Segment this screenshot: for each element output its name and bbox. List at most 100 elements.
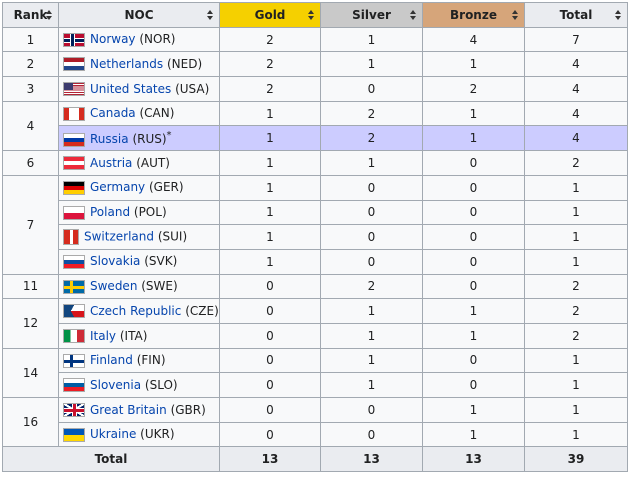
noc-cell: Russia (RUS)* (58, 125, 220, 152)
bronze-cell: 0 (422, 224, 525, 250)
bronze-cell: 1 (422, 421, 525, 448)
country-link[interactable]: Netherlands (90, 56, 164, 71)
sort-icon[interactable] (410, 9, 416, 20)
country-link[interactable]: Austria (90, 155, 133, 170)
table-row: 6 Austria (AUT) 1 1 0 2 (2, 150, 628, 176)
country-link[interactable]: Sweden (90, 279, 138, 294)
footnote-marker: * (166, 130, 172, 142)
noc-cell: Slovenia (SLO) (58, 372, 220, 398)
total-header[interactable]: Total (524, 2, 628, 28)
gold-cell: 0 (219, 322, 321, 349)
table-row: Italy (ITA) 0 1 1 2 (3, 322, 628, 349)
country-code: (CAN) (139, 106, 175, 121)
gold-cell: 1 (219, 224, 321, 250)
rank-cell: 3 (2, 76, 59, 102)
gold-cell: 0 (219, 273, 321, 300)
country-link[interactable]: Slovenia (90, 377, 142, 392)
noc-cell: Finland (FIN) (58, 347, 220, 374)
grand-total: 39 (524, 446, 628, 473)
country-code: (NED) (166, 56, 203, 71)
rank-header[interactable]: Rank (2, 2, 59, 28)
rank-cell: 14 (2, 347, 59, 399)
noc-header-label: NOC (124, 7, 154, 22)
gold-header-label: Gold (254, 7, 286, 22)
country-code: (SVK) (144, 254, 178, 269)
gold-cell: 2 (219, 26, 321, 53)
bronze-cell: 0 (422, 150, 525, 176)
ukraine-flag-icon (63, 427, 85, 442)
usa-flag-icon (63, 82, 85, 97)
gold-cell: 2 (219, 76, 321, 102)
total-cell: 1 (524, 224, 628, 250)
rank-cell: 6 (2, 150, 59, 176)
country-link[interactable]: Italy (90, 328, 117, 343)
country-link[interactable]: Czech Republic (90, 303, 182, 318)
silver-header[interactable]: Silver (320, 2, 423, 28)
table-row: 1 Norway (NOR) 2 1 4 7 (2, 26, 628, 53)
country-link[interactable]: Finland (90, 353, 133, 368)
country-link[interactable]: United States (90, 81, 172, 96)
country-code: (FIN) (136, 353, 166, 368)
totals-row: Total 13 13 13 39 (2, 446, 628, 473)
sort-icon[interactable] (46, 9, 52, 20)
country-code: (SUI) (157, 229, 188, 244)
germany-flag-icon (63, 180, 85, 195)
rank-cell: 12 (2, 298, 59, 349)
total-cell: 2 (524, 298, 628, 324)
norway-flag-icon (63, 32, 85, 47)
total-cell: 1 (524, 397, 628, 423)
silver-cell: 1 (320, 322, 423, 349)
bronze-cell: 2 (422, 76, 525, 102)
silver-cell: 0 (320, 248, 423, 275)
country-code: (POL) (133, 205, 167, 220)
rank-cell: 7 (2, 174, 59, 275)
noc-cell: Germany (GER) (58, 174, 220, 201)
country-link[interactable]: Poland (90, 205, 131, 220)
gold-cell: 0 (219, 397, 321, 423)
silver-cell: 0 (320, 76, 423, 102)
medal-table-body: 1 Norway (NOR) 2 1 4 7 2 Netherlands (NE… (2, 26, 628, 473)
country-link[interactable]: Norway (90, 32, 136, 47)
total-cell: 4 (524, 100, 628, 127)
noc-cell: Poland (POL) (58, 199, 220, 226)
sort-icon[interactable] (615, 9, 621, 20)
rank-cell: 1 (2, 26, 59, 53)
bronze-cell: 0 (422, 273, 525, 300)
noc-header[interactable]: NOC (58, 2, 220, 28)
silver-cell: 1 (320, 51, 423, 78)
total-cell: 1 (524, 421, 628, 448)
silver-total: 13 (320, 446, 423, 473)
country-link[interactable]: Canada (90, 106, 136, 121)
italy-flag-icon (63, 329, 85, 344)
sort-icon[interactable] (512, 9, 518, 20)
table-row: Switzerland (SUI) 1 0 0 1 (3, 224, 628, 250)
country-link[interactable]: Russia (90, 132, 129, 147)
gold-header[interactable]: Gold (219, 2, 321, 28)
silver-header-label: Silver (352, 7, 391, 22)
country-link[interactable]: Ukraine (90, 427, 137, 442)
bronze-header[interactable]: Bronze (422, 2, 525, 28)
silver-cell: 0 (320, 421, 423, 448)
bronze-cell: 0 (422, 174, 525, 201)
sort-icon[interactable] (308, 9, 314, 20)
country-code: (RUS) (132, 132, 167, 147)
table-row: 11 Sweden (SWE) 0 2 0 2 (2, 273, 628, 300)
silver-cell: 1 (320, 26, 423, 53)
country-link[interactable]: Slovakia (90, 254, 141, 269)
noc-cell: Slovakia (SVK) (58, 248, 220, 275)
country-code: (SLO) (144, 377, 178, 392)
gold-cell: 0 (219, 347, 321, 374)
country-link[interactable]: Great Britain (90, 402, 167, 417)
country-link[interactable]: Switzerland (84, 229, 154, 244)
bronze-cell: 0 (422, 347, 525, 374)
country-code: (GER) (148, 180, 184, 195)
slovenia-flag-icon (63, 378, 85, 393)
sort-icon[interactable] (207, 9, 213, 20)
gold-cell: 1 (219, 248, 321, 275)
noc-cell: Italy (ITA) (58, 322, 220, 349)
country-link[interactable]: Germany (90, 180, 146, 195)
noc-cell: Sweden (SWE) (58, 273, 220, 300)
gold-cell: 2 (219, 51, 321, 78)
medal-table: Rank NOC Gold Silver Bronze Total 1 Norw… (2, 2, 628, 473)
rank-cell: 4 (2, 100, 59, 152)
